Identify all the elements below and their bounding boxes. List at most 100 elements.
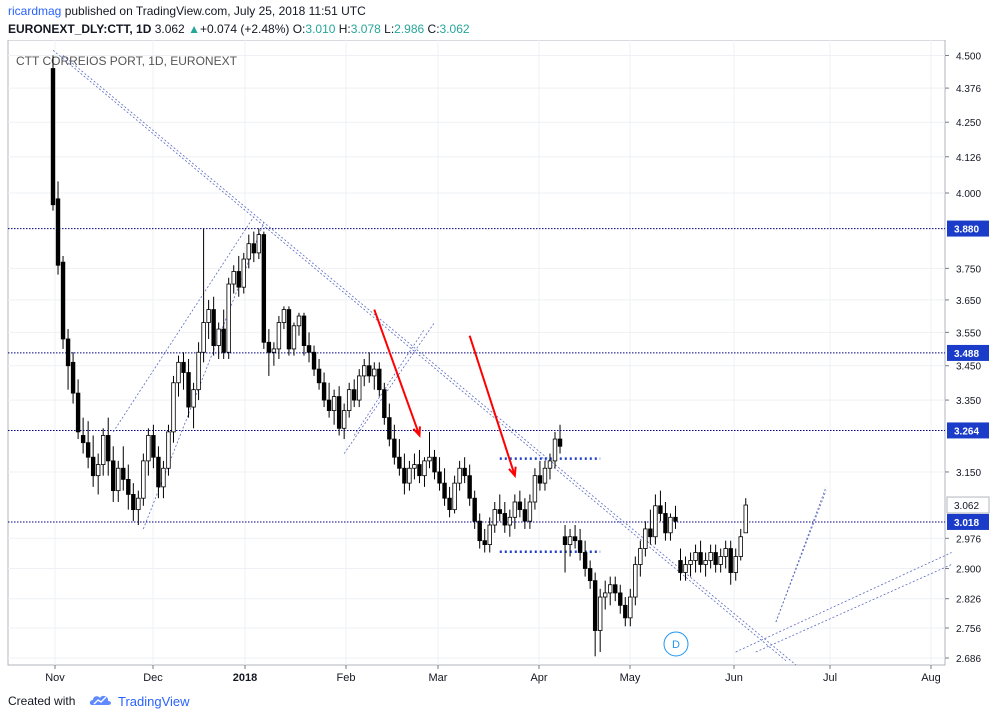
candle-body <box>552 438 558 462</box>
x-tick-label: 2018 <box>233 672 257 684</box>
candle-body <box>567 536 573 545</box>
candle-body <box>75 392 81 433</box>
high-label: H: <box>338 22 351 36</box>
candle-body <box>537 475 543 484</box>
price-level-label: 3.018 <box>954 518 979 529</box>
candle-body <box>246 243 251 260</box>
candle-body <box>613 584 618 594</box>
candle-body <box>281 309 287 323</box>
horizontal-levels <box>8 228 945 523</box>
trend-line <box>755 564 952 653</box>
candle-body <box>542 467 548 484</box>
candle-body <box>166 431 171 469</box>
price-axis: 4.500 4.376 4.250 4.126 4.000 3.750 3.650 3.550… <box>945 51 990 665</box>
candle-body <box>532 475 538 503</box>
candle-body <box>311 351 317 370</box>
candle-body <box>618 592 623 606</box>
candle-body <box>111 460 116 492</box>
candle-body <box>70 361 76 394</box>
candle-body <box>492 509 497 526</box>
y-tick-label: 4.500 <box>956 51 981 62</box>
candle-body <box>196 351 201 391</box>
candle-body <box>462 467 467 477</box>
x-tick-label: Apr <box>530 672 547 684</box>
publish-line: ricardmag published on TradingView.com, … <box>8 4 366 18</box>
candle-body <box>341 410 347 429</box>
candle-body <box>733 556 738 573</box>
x-tick-label: Mar <box>429 672 448 684</box>
candle-body <box>582 552 588 569</box>
candle-body <box>156 456 161 488</box>
trend-line <box>142 222 265 530</box>
y-tick-label: 3.450 <box>956 362 981 373</box>
candle-body <box>296 315 302 327</box>
candle-body <box>95 464 101 477</box>
candle-body <box>146 435 151 462</box>
candle-body <box>336 396 342 429</box>
candle-body <box>738 536 743 557</box>
time-axis: Nov Dec 2018 Feb Mar Apr May Jun Jul Aug <box>45 665 941 684</box>
price-chart[interactable]: CTT CORREIOS PORT, 1D, EURONEXT D 4.5004… <box>0 40 996 688</box>
open-value: 3.010 <box>305 22 336 36</box>
arrow-line <box>468 335 516 476</box>
candle-body <box>633 564 638 598</box>
marker: D <box>663 631 689 657</box>
candle-body <box>743 504 748 534</box>
candle-body <box>251 243 256 254</box>
candle-body <box>527 501 533 522</box>
candle-body <box>136 497 141 511</box>
candle-body <box>427 456 432 462</box>
dividend-marker <box>663 631 689 657</box>
candle-body <box>85 442 91 458</box>
candle-body <box>181 361 186 373</box>
price-level-label: 3.880 <box>954 225 979 236</box>
candle-body <box>326 399 332 411</box>
candle-body <box>412 464 417 469</box>
trend-line <box>353 328 425 436</box>
candle-body <box>186 372 191 408</box>
candle-body <box>60 261 66 340</box>
candle-body <box>557 438 563 447</box>
candle-body <box>201 322 206 353</box>
candle-body <box>482 540 487 545</box>
price-level-badge <box>947 344 989 361</box>
candle-body <box>487 524 492 545</box>
candle-body <box>663 513 668 534</box>
author-link[interactable]: ricardmag <box>8 4 62 18</box>
quote-line: EURONEXT_DLY:CTT, 1D 3.062 ▲+0.074 (+2.4… <box>8 22 470 36</box>
candle-body <box>226 283 231 353</box>
candle-body <box>50 68 56 206</box>
y-tick-label: 3.650 <box>956 296 981 307</box>
close-label: C: <box>427 22 440 36</box>
low-label: L: <box>384 22 395 36</box>
trend-line <box>735 552 952 653</box>
candle-body <box>467 475 472 499</box>
candle-body <box>216 328 221 346</box>
candle-body <box>628 596 633 619</box>
trend-line <box>112 216 255 433</box>
candle-body <box>101 435 106 465</box>
candle-body <box>688 560 693 565</box>
x-tick-label: Jul <box>823 672 837 684</box>
candle-body <box>562 536 568 545</box>
price-level-badge <box>947 513 989 530</box>
candle-body <box>597 596 603 631</box>
y-tick-label: 2.900 <box>956 565 981 576</box>
close-value: 3.062 <box>439 22 470 36</box>
candle-body <box>306 345 312 353</box>
candle-body <box>261 234 267 343</box>
high-value: 3.078 <box>350 22 381 36</box>
tradingview-brand[interactable]: TradingView <box>118 694 190 709</box>
candle-body <box>116 467 121 492</box>
candle-body <box>301 315 307 346</box>
candle-body <box>367 365 372 377</box>
candle-body <box>658 505 663 514</box>
candle-body <box>241 258 246 288</box>
candle-body <box>276 322 282 350</box>
candle-body <box>522 509 528 522</box>
candle-body <box>417 464 422 477</box>
tradingview-cloud-icon[interactable] <box>88 691 112 709</box>
candle-body <box>221 328 226 353</box>
candle-body <box>191 389 196 408</box>
candle-body <box>592 580 598 631</box>
